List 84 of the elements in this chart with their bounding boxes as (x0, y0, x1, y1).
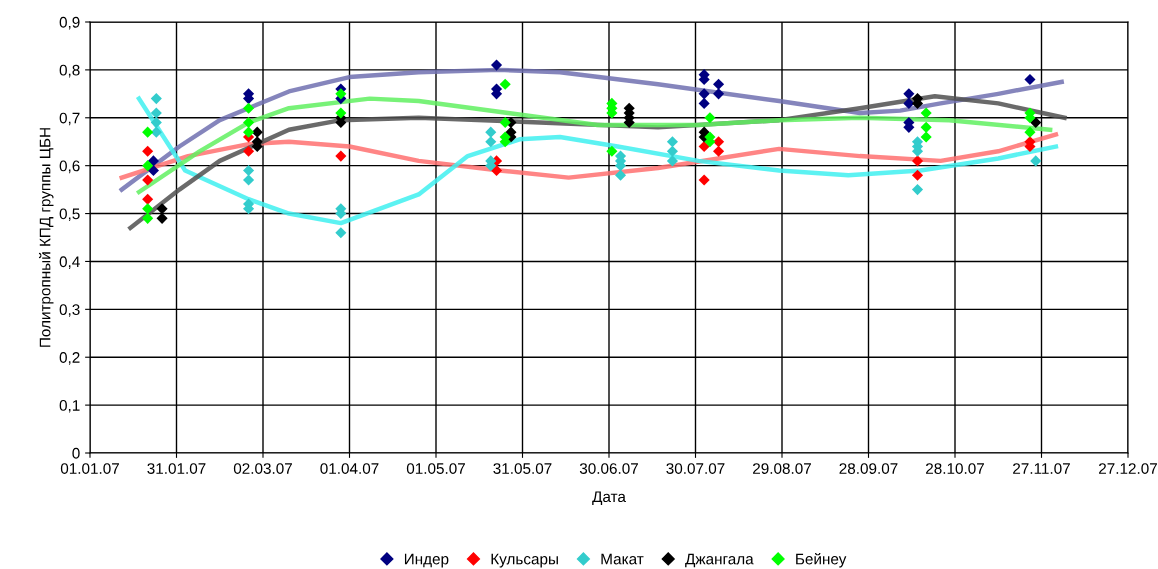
point (920, 121, 932, 133)
y-tick-label: 0,1 (59, 399, 80, 413)
y-tick-label: 0,4 (59, 256, 80, 269)
point (1024, 73, 1036, 86)
legend-label: Бейнеу (796, 552, 847, 568)
y-tick-label: 0,2 (59, 352, 80, 365)
point (485, 126, 497, 138)
legend-label: Макат (601, 553, 644, 565)
x-tick-label: 02.03.07 (233, 463, 292, 474)
point (903, 88, 915, 100)
point (485, 136, 497, 148)
point (1024, 126, 1036, 138)
point (704, 112, 716, 124)
y-tick-label: 0,3 (59, 304, 80, 317)
point (713, 136, 725, 148)
point (150, 93, 162, 105)
point (243, 174, 255, 186)
point (1030, 117, 1042, 129)
point (243, 102, 255, 114)
x-tick-label: 28.09.07 (839, 463, 898, 474)
point (614, 169, 627, 181)
point (698, 88, 710, 100)
point (499, 117, 511, 129)
x-axis-title: Дата (592, 491, 626, 505)
point (335, 150, 347, 162)
x-tick-label: 01.05.07 (406, 463, 465, 474)
point (142, 193, 154, 205)
legend-label: Индер (404, 553, 449, 568)
x-tick-label: 01.04.07 (320, 463, 379, 474)
y-tick-label: 0,9 (59, 16, 80, 30)
x-tick-label: 30.06.07 (579, 463, 638, 474)
point (142, 174, 154, 186)
point (666, 136, 678, 148)
point (142, 212, 154, 224)
x-tick-label: 30.07.07 (666, 463, 725, 474)
point (920, 131, 932, 143)
x-tick-label: 27.12.07 (1099, 463, 1157, 474)
line-series (119, 132, 1059, 180)
point (142, 126, 154, 138)
y-axis-title: Политропный КПД группы ЦБН (38, 128, 54, 347)
point (920, 107, 932, 119)
point (142, 203, 154, 215)
point (150, 107, 162, 119)
point (713, 78, 725, 90)
point (142, 145, 154, 157)
point (490, 164, 503, 177)
x-tick-label: 31.01.07 (147, 463, 206, 474)
x-tick-label: 31.05.07 (493, 463, 552, 474)
point (147, 164, 159, 177)
point (698, 174, 710, 186)
point (335, 227, 347, 239)
point (698, 97, 710, 109)
point (911, 169, 924, 181)
x-tick-label: 28.10.07 (926, 463, 984, 474)
point (713, 88, 725, 100)
point (490, 59, 503, 71)
y-tick-label: 0,6 (59, 160, 80, 174)
y-tick-label: 0,5 (59, 208, 80, 222)
point (1030, 155, 1042, 167)
point (243, 145, 255, 157)
point (251, 126, 263, 138)
point (606, 145, 618, 157)
point (243, 126, 255, 138)
point (335, 107, 347, 119)
point (499, 78, 511, 90)
point (243, 164, 255, 177)
y-tick-label: 0,8 (59, 64, 80, 78)
x-tick-label: 27.11.07 (1013, 463, 1070, 474)
point (666, 145, 678, 157)
x-tick-label: 29.08.07 (753, 463, 811, 474)
point (335, 88, 347, 100)
point (713, 145, 725, 157)
point (903, 97, 915, 109)
point (911, 184, 924, 196)
point (142, 160, 154, 172)
y-tick-label: 0 (72, 447, 80, 459)
y-tick-label: 0,7 (59, 112, 80, 126)
point (911, 155, 924, 167)
x-tick-label: 01.01.07 (60, 463, 119, 474)
point (243, 117, 255, 129)
line-series (136, 96, 1053, 195)
legend-label: Джангала (685, 553, 754, 568)
legend-label: Кульсары (491, 553, 558, 568)
point (666, 155, 678, 167)
